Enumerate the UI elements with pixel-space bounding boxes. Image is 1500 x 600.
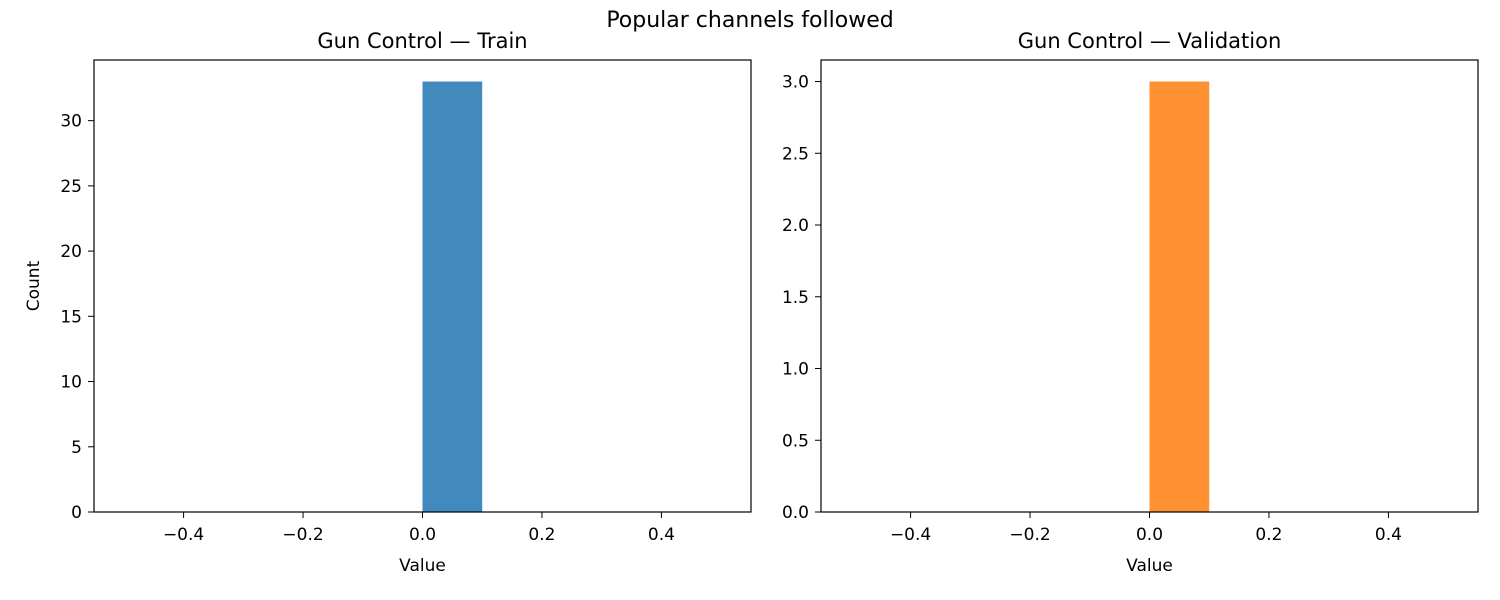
subplot-title: Gun Control — Validation — [1018, 29, 1282, 53]
y-tick-label: 10 — [60, 373, 82, 393]
y-tick-label: 1.5 — [782, 288, 809, 308]
x-tick-label: −0.2 — [282, 525, 323, 545]
x-axis-label: Value — [1126, 556, 1173, 576]
y-tick-label: 0 — [71, 503, 82, 523]
figure-title: Popular channels followed — [606, 8, 894, 33]
x-tick-label: −0.4 — [163, 525, 204, 545]
y-axis-label: Count — [24, 260, 44, 311]
y-tick-label: 3.0 — [782, 73, 809, 93]
y-tick-label: 25 — [60, 177, 82, 197]
y-tick-label: 20 — [60, 242, 82, 262]
y-tick-label: 1.0 — [782, 360, 809, 380]
subplot-1: −0.4 −0.2 0.0 0.2 0.4 0 5 10 15 20 25 30 Gun Control… — [24, 29, 752, 576]
subplot-2: −0.4 −0.2 0.0 0.2 0.4 0.0 0.5 1.0 1.5 2.0 2.5 3.0 Gu… — [782, 29, 1479, 576]
y-tick-label: 0.5 — [782, 431, 809, 451]
x-tick-label: 0.0 — [1136, 525, 1163, 545]
x-tick-label: 0.0 — [409, 525, 436, 545]
histogram-bar — [1149, 81, 1210, 513]
y-tick-label: 5 — [71, 438, 82, 458]
y-tick-label: 0.0 — [782, 503, 809, 523]
histogram-bar — [422, 81, 483, 513]
y-tick-label: 2.0 — [782, 216, 809, 236]
x-tick-label: −0.2 — [1009, 525, 1050, 545]
y-tick-label: 15 — [60, 307, 82, 327]
x-tick-label: 0.2 — [1255, 525, 1282, 545]
y-tick-label: 30 — [60, 112, 82, 132]
x-tick-label: 0.4 — [1375, 525, 1402, 545]
x-tick-label: −0.4 — [890, 525, 931, 545]
y-tick-label: 2.5 — [782, 144, 809, 164]
x-tick-label: 0.2 — [528, 525, 555, 545]
x-axis-label: Value — [399, 556, 446, 576]
x-tick-label: 0.4 — [648, 525, 675, 545]
subplot-title: Gun Control — Train — [317, 29, 527, 53]
